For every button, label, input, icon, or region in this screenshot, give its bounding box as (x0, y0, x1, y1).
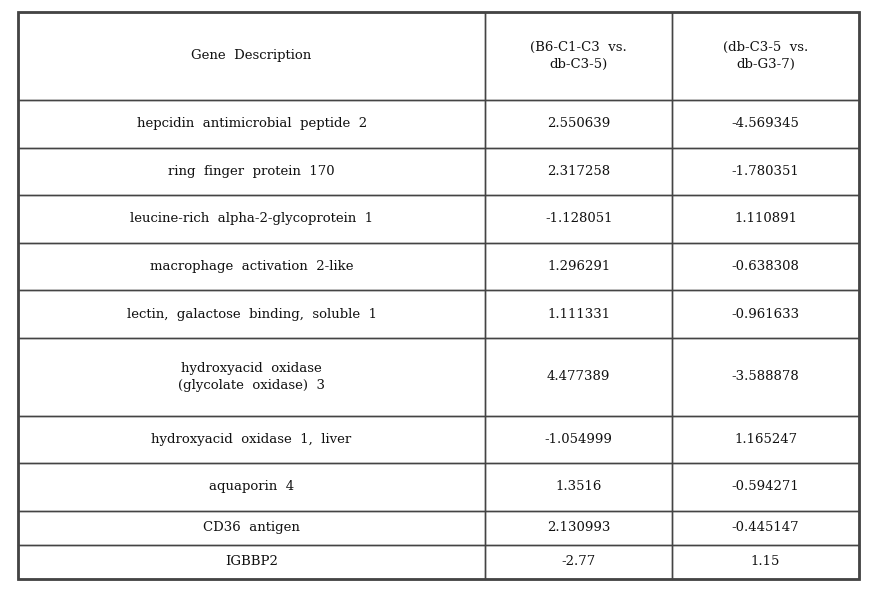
Text: -2.77: -2.77 (561, 556, 595, 569)
Bar (672, 195, 859, 243)
Text: -4.569345: -4.569345 (731, 117, 800, 130)
Bar (672, 100, 859, 148)
Text: 4.477389: 4.477389 (547, 370, 610, 383)
Bar (485, 290, 672, 338)
Text: -1.128051: -1.128051 (545, 212, 612, 225)
Text: IGBBP2: IGBBP2 (225, 556, 278, 569)
Text: ring  finger  protein  170: ring finger protein 170 (168, 165, 335, 178)
Text: -0.445147: -0.445147 (731, 521, 799, 534)
Bar (485, 463, 672, 511)
Bar (672, 463, 859, 511)
Text: (db-C3-5  vs.
db-G3-7): (db-C3-5 vs. db-G3-7) (723, 41, 809, 71)
Text: leucine-rich  alpha-2-glycoprotein  1: leucine-rich alpha-2-glycoprotein 1 (130, 212, 374, 225)
Text: 1.165247: 1.165247 (734, 433, 797, 446)
Bar (18, 148, 485, 195)
Bar (672, 545, 859, 579)
Bar (18, 290, 485, 338)
Text: -1.780351: -1.780351 (731, 165, 800, 178)
Bar (485, 415, 672, 463)
Bar (18, 511, 485, 545)
Text: -0.594271: -0.594271 (731, 480, 800, 493)
Bar (18, 415, 485, 463)
Text: lectin,  galactose  binding,  soluble  1: lectin, galactose binding, soluble 1 (126, 308, 376, 321)
Text: 2.550639: 2.550639 (547, 117, 610, 130)
Text: -0.638308: -0.638308 (731, 260, 800, 273)
Bar (672, 12, 859, 100)
Text: macrophage  activation  2-like: macrophage activation 2-like (150, 260, 353, 273)
Text: -1.054999: -1.054999 (545, 433, 613, 446)
Text: 1.110891: 1.110891 (734, 212, 797, 225)
Bar (672, 290, 859, 338)
Text: 1.296291: 1.296291 (547, 260, 610, 273)
Text: hepcidin  antimicrobial  peptide  2: hepcidin antimicrobial peptide 2 (137, 117, 367, 130)
Bar (18, 195, 485, 243)
Bar (672, 148, 859, 195)
Bar (485, 243, 672, 290)
Bar (485, 12, 672, 100)
Bar (672, 338, 859, 415)
Text: CD36  antigen: CD36 antigen (203, 521, 300, 534)
Bar (18, 12, 485, 100)
Text: aquaporin  4: aquaporin 4 (209, 480, 294, 493)
Bar (485, 511, 672, 545)
Bar (485, 545, 672, 579)
Text: 1.111331: 1.111331 (547, 308, 610, 321)
Text: hydroxyacid  oxidase  1,  liver: hydroxyacid oxidase 1, liver (152, 433, 352, 446)
Bar (485, 100, 672, 148)
Text: -0.961633: -0.961633 (731, 308, 800, 321)
Bar (18, 338, 485, 415)
Bar (18, 463, 485, 511)
Bar (672, 415, 859, 463)
Text: hydroxyacid  oxidase
(glycolate  oxidase)  3: hydroxyacid oxidase (glycolate oxidase) … (178, 362, 325, 392)
Bar (18, 243, 485, 290)
Text: Gene  Description: Gene Description (191, 50, 311, 63)
Text: -3.588878: -3.588878 (731, 370, 800, 383)
Text: 1.3516: 1.3516 (555, 480, 602, 493)
Bar (485, 148, 672, 195)
Text: (B6-C1-C3  vs.
db-C3-5): (B6-C1-C3 vs. db-C3-5) (531, 41, 627, 71)
Bar (485, 338, 672, 415)
Text: 2.130993: 2.130993 (547, 521, 610, 534)
Bar (18, 100, 485, 148)
Text: 1.15: 1.15 (751, 556, 781, 569)
Bar (485, 195, 672, 243)
Bar (18, 545, 485, 579)
Bar (672, 243, 859, 290)
Text: 2.317258: 2.317258 (547, 165, 610, 178)
Bar (672, 511, 859, 545)
